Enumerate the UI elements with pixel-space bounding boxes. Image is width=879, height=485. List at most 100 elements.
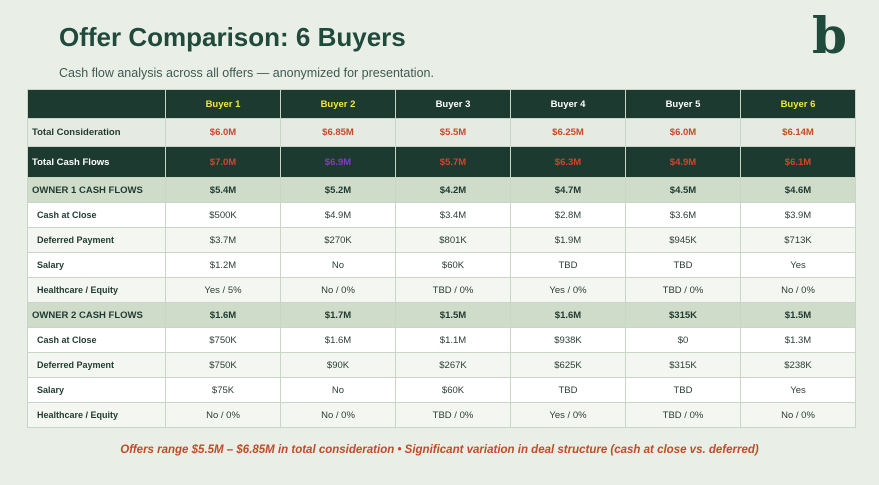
table-cell: $6.3M [510, 146, 626, 178]
table-cell: $2.8M [510, 202, 626, 228]
owner-2-section-row: OWNER 2 CASH FLOWS $1.6M $1.7M $1.5M $1.… [27, 302, 856, 328]
table-cell: No / 0% [280, 277, 396, 303]
table-cell: $4.5M [625, 177, 741, 203]
table-cell: TBD [625, 252, 741, 278]
total-consideration-row: Total Consideration $6.0M $6.85M $5.5M $… [27, 118, 856, 147]
column-header-buyer-1: Buyer 1 [165, 89, 281, 119]
page-subtitle: Cash flow analysis across all offers — a… [59, 66, 434, 80]
column-header-buyer-4: Buyer 4 [510, 89, 626, 119]
table-cell: $6.9M [280, 146, 396, 178]
table-cell: No / 0% [165, 402, 281, 428]
table-row: Healthcare / Equity No / 0% No / 0% TBD … [27, 402, 856, 428]
table-cell: $238K [740, 352, 856, 378]
table-cell: $1.9M [510, 227, 626, 253]
table-cell: $6.25M [510, 118, 626, 147]
row-label: Deferred Payment [27, 227, 166, 253]
table-cell: TBD [510, 252, 626, 278]
table-cell: $1.3M [740, 327, 856, 353]
table-row: Healthcare / Equity Yes / 5% No / 0% TBD… [27, 277, 856, 303]
table-cell: $315K [625, 302, 741, 328]
table-cell: $3.6M [625, 202, 741, 228]
table-cell: $6.85M [280, 118, 396, 147]
table-cell: TBD / 0% [395, 277, 511, 303]
table-cell: $5.5M [395, 118, 511, 147]
column-header-buyer-3: Buyer 3 [395, 89, 511, 119]
row-label: Deferred Payment [27, 352, 166, 378]
table-cell: $7.0M [165, 146, 281, 178]
offer-comparison-table: Buyer 1 Buyer 2 Buyer 3 Buyer 4 Buyer 5 … [27, 89, 856, 428]
row-label: Healthcare / Equity [27, 402, 166, 428]
table-cell: $750K [165, 352, 281, 378]
column-header-buyer-2: Buyer 2 [280, 89, 396, 119]
column-header-buyer-6: Buyer 6 [740, 89, 856, 119]
total-cash-flows-row: Total Cash Flows $7.0M $6.9M $5.7M $6.3M… [27, 146, 856, 178]
table-cell: $315K [625, 352, 741, 378]
table-row: Deferred Payment $3.7M $270K $801K $1.9M… [27, 227, 856, 253]
table-cell: $945K [625, 227, 741, 253]
table-cell: $60K [395, 252, 511, 278]
table-cell: $4.6M [740, 177, 856, 203]
table-cell: $270K [280, 227, 396, 253]
table-row: Deferred Payment $750K $90K $267K $625K … [27, 352, 856, 378]
table-cell: Yes [740, 252, 856, 278]
table-cell: $267K [395, 352, 511, 378]
table-cell: TBD [625, 377, 741, 403]
table-cell: $4.7M [510, 177, 626, 203]
table-cell: No / 0% [740, 402, 856, 428]
header-row: Buyer 1 Buyer 2 Buyer 3 Buyer 4 Buyer 5 … [27, 89, 856, 119]
table-cell: No [280, 252, 396, 278]
table-cell: $1.6M [280, 327, 396, 353]
column-header-buyer-5: Buyer 5 [625, 89, 741, 119]
row-label: Cash at Close [27, 202, 166, 228]
table-cell: $6.0M [165, 118, 281, 147]
brand-logo: b [812, 6, 847, 65]
table-cell: $60K [395, 377, 511, 403]
row-label: Cash at Close [27, 327, 166, 353]
table-cell: Yes [740, 377, 856, 403]
row-label: Salary [27, 252, 166, 278]
row-label: Healthcare / Equity [27, 277, 166, 303]
section-label: OWNER 1 CASH FLOWS [27, 177, 166, 203]
header-corner [27, 89, 166, 119]
table-cell: $6.1M [740, 146, 856, 178]
table-cell: $750K [165, 327, 281, 353]
row-label: Total Consideration [27, 118, 166, 147]
table-cell: $5.7M [395, 146, 511, 178]
table-cell: $3.7M [165, 227, 281, 253]
table-cell: $75K [165, 377, 281, 403]
table-row: Salary $1.2M No $60K TBD TBD Yes [27, 252, 856, 278]
table-cell: $6.14M [740, 118, 856, 147]
owner-1-section-row: OWNER 1 CASH FLOWS $5.4M $5.2M $4.2M $4.… [27, 177, 856, 203]
table-cell: $4.9M [625, 146, 741, 178]
table-cell: TBD / 0% [625, 277, 741, 303]
table-cell: $5.2M [280, 177, 396, 203]
table-cell: $5.4M [165, 177, 281, 203]
row-label: Salary [27, 377, 166, 403]
row-label: Total Cash Flows [27, 146, 166, 178]
table-cell: No / 0% [280, 402, 396, 428]
table-cell: TBD / 0% [625, 402, 741, 428]
table-cell: Yes / 0% [510, 402, 626, 428]
table-cell: TBD [510, 377, 626, 403]
table-cell: No / 0% [740, 277, 856, 303]
table-cell: $801K [395, 227, 511, 253]
table-cell: $1.7M [280, 302, 396, 328]
table-cell: $713K [740, 227, 856, 253]
table-row: Cash at Close $500K $4.9M $3.4M $2.8M $3… [27, 202, 856, 228]
table-cell: $625K [510, 352, 626, 378]
table-cell: $3.9M [740, 202, 856, 228]
table-cell: $3.4M [395, 202, 511, 228]
table-cell: $938K [510, 327, 626, 353]
table-cell: No [280, 377, 396, 403]
table-cell: $90K [280, 352, 396, 378]
table-cell: $1.5M [740, 302, 856, 328]
table-cell: $1.5M [395, 302, 511, 328]
table-cell: $1.2M [165, 252, 281, 278]
table-row: Salary $75K No $60K TBD TBD Yes [27, 377, 856, 403]
table-cell: $6.0M [625, 118, 741, 147]
page-title: Offer Comparison: 6 Buyers [59, 22, 406, 52]
table-cell: Yes / 5% [165, 277, 281, 303]
table-cell: $1.6M [510, 302, 626, 328]
table-cell: TBD / 0% [395, 402, 511, 428]
table-cell: $4.9M [280, 202, 396, 228]
